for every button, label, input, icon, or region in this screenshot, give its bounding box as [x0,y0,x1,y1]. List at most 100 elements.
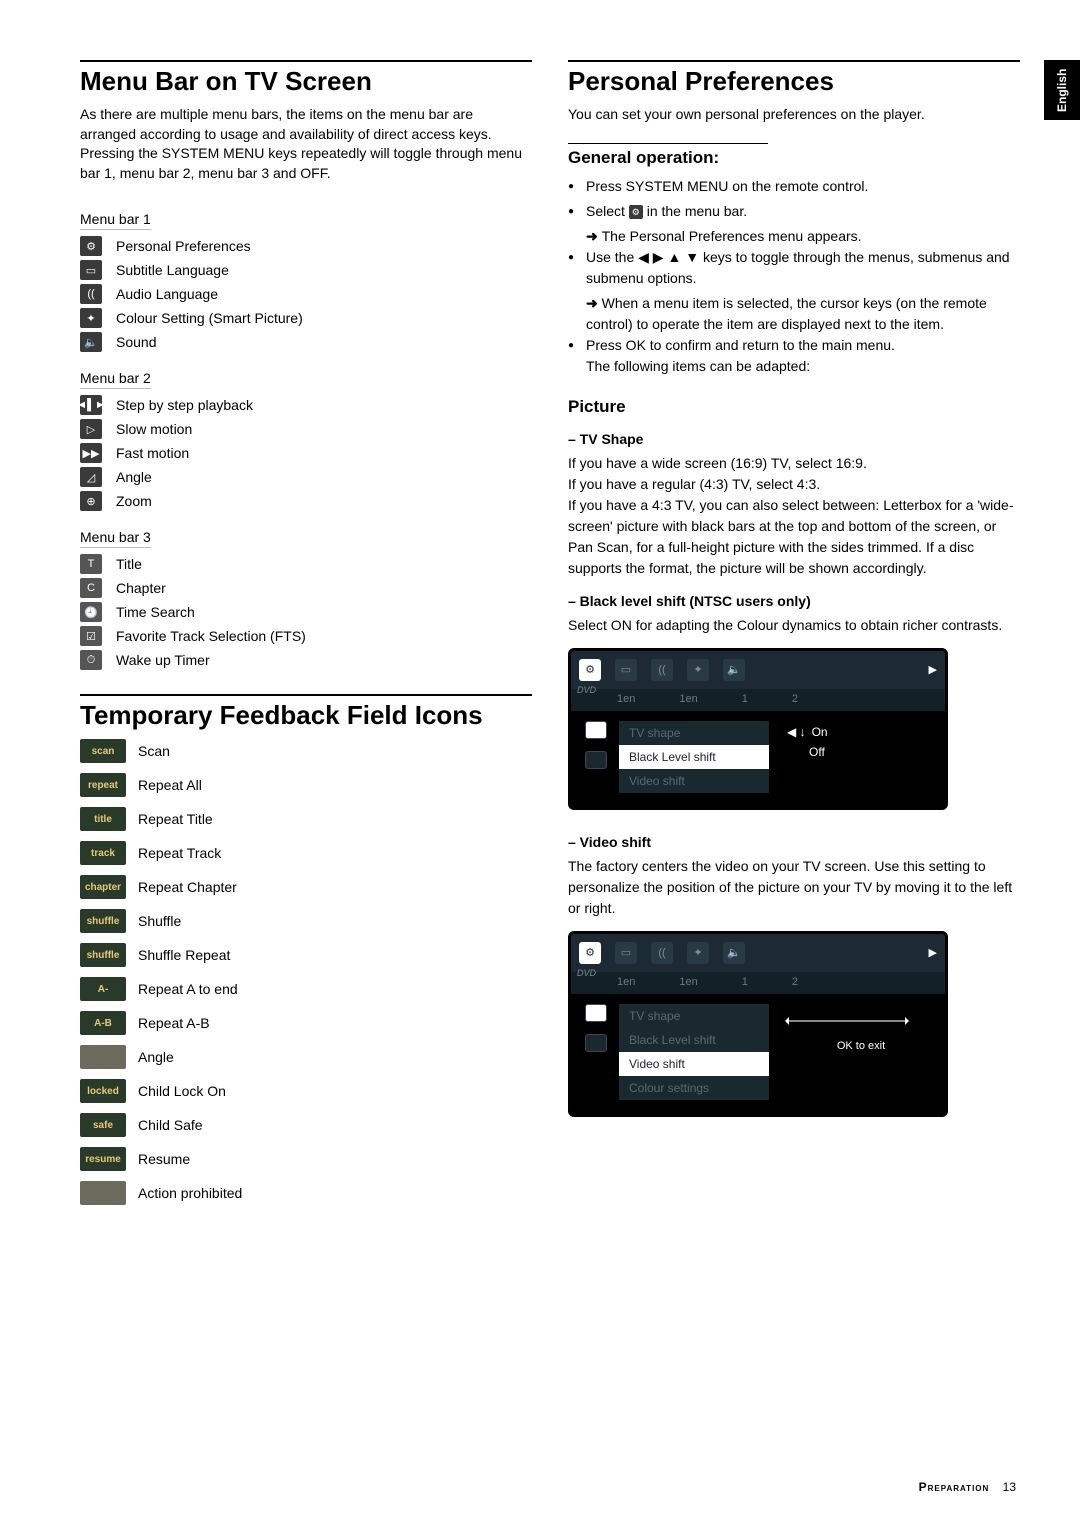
tfi-item: A- Repeat A to end [80,977,532,1001]
menubar2-item: Zoom [116,493,152,509]
tfi-badge-icon: safe [80,1113,126,1137]
osd-top-label: 2 [792,693,798,705]
tfi-label: Resume [138,1151,190,1167]
osd-option: ◀ ↓ On [787,725,935,739]
general-op-heading: General operation: [568,143,768,168]
osd-menu-item: Colour settings [619,1076,769,1100]
menubar1-item: Colour Setting (Smart Picture) [116,310,303,326]
vs-heading: – Video shift [568,834,1020,850]
menubar2-item: Slow motion [116,421,192,437]
vs-para: The factory centers the video on your TV… [568,856,1020,919]
osd-top-label: 1 [742,693,748,705]
osd-top-label: 1en [617,693,635,705]
tfi-item: lockedChild Lock On [80,1079,532,1103]
tfi-badge-icon [80,1045,126,1069]
menubar3-item: Title [116,556,142,572]
gen-bullet: Press SYSTEM MENU on the remote control. [568,176,1020,197]
menubar-title: Menu Bar on TV Screen [80,60,532,97]
osd-left-icon [585,1004,607,1022]
tfi-item: A-B Repeat A-B [80,1011,532,1035]
colour-icon: ✦ [80,308,102,328]
zoom-icon: ⊕ [80,491,102,511]
osd-top-label: 2 [792,976,798,988]
prefs-icon: ⚙ [80,236,102,256]
menubar3-item: Favorite Track Selection (FTS) [116,628,306,644]
menubar1-list: ⚙Personal Preferences ▭Subtitle Language… [80,236,532,352]
left-column: Menu Bar on TV Screen As there are multi… [80,60,532,1215]
title-icon: T [80,554,102,574]
osd-videoshift: DVD ⚙ ▭ (( ✦ 🔈 ▶ 1en 1en 1 2 [568,931,948,1117]
menubar2-list: ◄▌► Step by step playback ▷ Slow motion ▶▶… [80,395,532,511]
osd-nav-right-icon: ▶ [929,946,937,959]
menubar2-item: Angle [116,469,152,485]
tfi-badge-icon: track [80,841,126,865]
menubar1-item: Audio Language [116,286,218,302]
menubar2-label: Menu bar 2 [80,370,151,389]
osd-audio-icon: (( [651,659,673,681]
tfi-badge-icon: locked [80,1079,126,1103]
menubar3-label: Menu bar 3 [80,529,151,548]
tfi-badge-icon: title [80,807,126,831]
osd-blacklevel: DVD ⚙ ▭ (( ✦ 🔈 ▶ 1en 1en 1 2 [568,648,948,810]
menubar1-item: Sound [116,334,156,350]
tfi-label: Repeat A to end [138,981,238,997]
gen-op-bullets3: Press OK to confirm and return to the ma… [568,335,1020,377]
chapter-icon: C [80,578,102,598]
tfi-label: Shuffle Repeat [138,947,230,963]
osd-nav-right-icon: ▶ [929,663,937,676]
page-number: 13 [1003,1480,1016,1494]
tfi-badge-icon: resume [80,1147,126,1171]
tfi-badge-icon: shuffle [80,909,126,933]
menubar3-item: Time Search [116,604,195,620]
tfi-label: Action prohibited [138,1185,242,1201]
menubar-intro: As there are multiple menu bars, the ite… [80,105,532,183]
tfi-label: Repeat Title [138,811,213,827]
slow-icon: ▷ [80,419,102,439]
osd-top-label: 1en [617,976,635,988]
osd-menu-item: Video shift [619,769,769,793]
tfi-badge-icon: A- [80,977,126,1001]
osd-left-icon [585,751,607,769]
gen-arrow: The Personal Preferences menu appears. [568,226,1020,247]
tfi-badge-icon: A-B [80,1011,126,1035]
osd-menu: TV shape Black Level shift Video shift C… [619,1004,769,1100]
osd-left-icon [585,1034,607,1052]
osd-sub-icon: ▭ [615,942,637,964]
timesearch-icon: 🕘 [80,602,102,622]
fast-icon: ▶▶ [80,443,102,463]
tfi-item: shuffleShuffle Repeat [80,943,532,967]
tfi-title: Temporary Feedback Field Icons [80,694,532,731]
osd-prefs-icon: ⚙ [579,659,601,681]
tfi-badge-icon [80,1181,126,1205]
tfi-item: title Repeat Title [80,807,532,831]
osd-top-label: 1en [679,693,697,705]
footer-section: Preparation [919,1480,990,1494]
tfi-item: Angle [80,1045,532,1069]
osd-audio-icon: (( [651,942,673,964]
tfi-label: Repeat All [138,777,202,793]
tfi-label: Angle [138,1049,174,1065]
tvshape-para: If you have a wide screen (16:9) TV, sel… [568,453,1020,579]
tfi-badge-icon: chapter [80,875,126,899]
menubar2-item: Step by step playback [116,397,253,413]
tvshape-heading: – TV Shape [568,431,1020,447]
tfi-item: scanScan [80,739,532,763]
tfi-item: Action prohibited [80,1181,532,1205]
menubar3-item: Chapter [116,580,166,596]
tfi-badge-icon: scan [80,739,126,763]
tfi-item: chapter Repeat Chapter [80,875,532,899]
page-footer: Preparation 13 [919,1480,1016,1494]
step-icon: ◄▌► [80,395,102,415]
tfi-label: Repeat Chapter [138,879,237,895]
gen-bullet: Select ⚙ in the menu bar. [568,201,1020,222]
tfi-label: Repeat A-B [138,1015,210,1031]
pp-intro: You can set your own personal preference… [568,105,1020,125]
right-column: Personal Preferences You can set your ow… [568,60,1020,1215]
osd-menu-item: Black Level shift [619,1028,769,1052]
osd-left-icon [585,721,607,739]
angle-icon: ◿ [80,467,102,487]
language-tab: English [1044,60,1080,120]
tfi-list: scanScanrepeatRepeat AlltitleRepeat Titl… [80,739,532,1205]
tfi-label: Child Safe [138,1117,203,1133]
osd-top-label: 1en [679,976,697,988]
